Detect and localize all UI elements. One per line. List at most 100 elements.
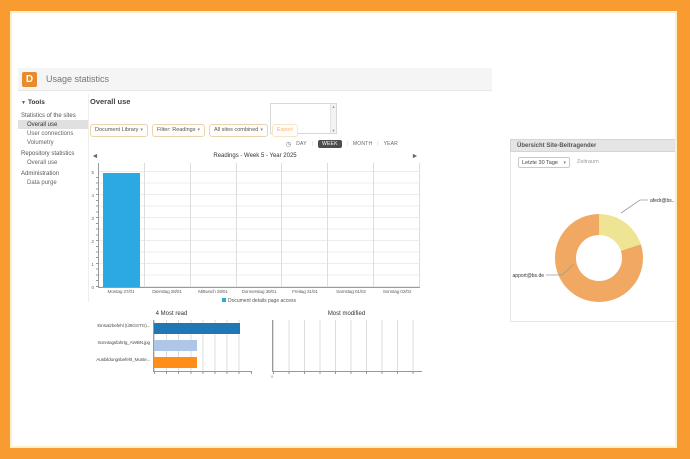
most-modified-chart: Most modified 0 <box>268 311 425 379</box>
x-axis-label: Donnerstag 30/01 <box>241 290 277 295</box>
period-tab-month[interactable]: MONTH <box>352 141 373 147</box>
chart-day-column <box>191 163 237 287</box>
chart-day-column <box>237 163 283 287</box>
y-axis-label: 5 <box>91 170 94 176</box>
y-axis-label: 1 <box>91 261 94 267</box>
legend-swatch <box>221 298 226 302</box>
period-selector: ◷ DAY | WEEK | MONTH | YEAR <box>90 139 398 149</box>
sidebar-item[interactable]: Data purge <box>27 179 57 186</box>
period-tab-day[interactable]: DAY <box>296 141 307 147</box>
sidebar: ▼ Tools Statistics of the sites Overall us… <box>18 94 89 302</box>
y-axis-label: 4 <box>91 193 94 199</box>
chart-day-column <box>328 163 375 287</box>
most-read-item-label: Sonntagsfahrtg_AWBN.jpg <box>97 341 150 346</box>
sidebar-section-label: Repository statistics <box>21 151 75 157</box>
separator: | <box>377 141 379 147</box>
most-read-bar <box>154 323 241 334</box>
scroll-down-icon[interactable]: ▼ <box>331 128 336 133</box>
chart-title: Readings - Week 5 - Year 2025 <box>213 153 297 159</box>
next-week-button[interactable]: ► <box>411 152 419 160</box>
chevron-down-icon: ▾ <box>563 159 566 166</box>
sidebar-item[interactable]: Overall use <box>18 120 88 129</box>
separator: | <box>311 141 314 147</box>
legend-label: Document details page access <box>227 298 297 304</box>
sidebar-tools-label: Tools <box>27 99 45 106</box>
x-axis-label: Montag 27/01 <box>107 290 135 295</box>
x-axis-labels: Montag 27/01 Dienstag 28/01 Mittwoch 29/01… <box>98 290 420 295</box>
export-button[interactable]: Export <box>271 124 298 137</box>
contributors-donut-chart <box>555 214 643 302</box>
sidebar-item[interactable]: User connections <box>27 130 74 137</box>
most-read-plot <box>153 320 252 374</box>
sidebar-item[interactable]: Overall use <box>27 159 58 166</box>
filter-label: Document Library <box>95 127 139 133</box>
most-read-item-label: Einsatzbefehl (ÜBGSTG)... <box>97 324 150 329</box>
scroll-up-icon[interactable]: ▲ <box>331 104 336 109</box>
filter-dropdown[interactable]: Filter: Readings ▾ <box>151 124 205 137</box>
sidebar-section-label: Statistics of the sites <box>21 113 76 119</box>
chevron-down-icon: ▾ <box>260 127 263 133</box>
app-title: Usage statistics <box>46 74 110 84</box>
chevron-down-icon: ▾ <box>140 127 143 133</box>
sidebar-tools-header[interactable]: ▼ Tools <box>18 97 88 109</box>
sidebar-section-label: Administration <box>21 171 60 177</box>
panel-body: Letzte 30 Tage ▾ Zeitraum afedr@bs... ap… <box>510 152 677 322</box>
chart-day-column <box>374 163 421 287</box>
chart-plot-area <box>99 163 421 287</box>
app-header: D Usage statistics <box>18 68 492 91</box>
chart-day-column <box>99 163 145 287</box>
filter-dropdown[interactable]: All sites combined ▾ <box>208 124 268 137</box>
x-axis-label: Samstag 01/02 <box>336 290 366 295</box>
filter-label: All sites combined <box>213 127 259 133</box>
period-tab-week[interactable]: WEEK <box>318 140 342 148</box>
y-axis-label: 2 <box>91 238 94 244</box>
date-range-label: Zeitraum <box>577 159 599 165</box>
date-range-value: Letzte 30 Tage <box>522 159 558 166</box>
donut-label-orange: apport@bs.de <box>513 273 545 279</box>
chart-day-column <box>145 163 191 287</box>
page-title: Overall use <box>90 97 131 106</box>
period-tabs: DAY | WEEK | MONTH | YEAR <box>296 140 398 148</box>
y-axis-labels: 0 1 2 3 4 5 <box>88 163 95 290</box>
donut-label-yellow: afedr@bs... <box>650 198 676 204</box>
chart-legend: Document details page access <box>98 298 420 304</box>
chevron-down-icon: ▼ <box>21 100 26 106</box>
sidebar-item[interactable]: Volumetry <box>27 139 54 146</box>
chart-titlebar: ◄ Readings - Week 5 - Year 2025 ► <box>90 150 420 162</box>
most-read-labels: Einsatzbefehl (ÜBGSTG)... Sonntagsfahrtg_… <box>90 320 153 372</box>
sidebar-sections: Statistics of the sites Overall use User c… <box>18 111 88 187</box>
most-read-bar <box>154 340 198 351</box>
x-axis-ticks <box>273 371 422 374</box>
filter-label: Filter: Readings <box>156 127 196 133</box>
most-modified-title: Most modified <box>327 311 366 317</box>
x-axis-label: Dienstag 28/01 <box>152 290 182 295</box>
y-axis-label: 3 <box>91 216 94 222</box>
app-logo-icon: D <box>22 71 37 87</box>
most-read-item-label: Ausbildungsbefehl_Muste... <box>96 358 150 363</box>
panel-title: Übersicht Site-Beitragender <box>510 139 677 152</box>
period-tab-year[interactable]: YEAR <box>383 141 398 147</box>
x-axis-label: Freitag 31/01 <box>292 290 318 295</box>
readings-week-chart: 0 1 2 3 4 5 <box>91 163 421 290</box>
date-range-select[interactable]: Letzte 30 Tage ▾ <box>518 157 570 168</box>
x-axis-label: Mittwoch 29/01 <box>198 290 228 295</box>
y-axis-label: 0 <box>91 284 94 290</box>
chart-day-column <box>282 163 329 287</box>
y-axis-ticks <box>96 172 99 287</box>
separator: | <box>346 141 348 147</box>
x-axis-label: Sonntag 02/02 <box>382 290 412 295</box>
most-read-title: 4 Most read <box>155 311 188 317</box>
most-read-bar <box>154 357 198 368</box>
filter-toolbar: Document Library ▾ Filter: Readings ▾ All si… <box>90 124 298 137</box>
previous-week-button[interactable]: ◄ <box>91 152 99 160</box>
x-axis-ticks <box>154 371 252 374</box>
x-axis-origin-label: 0 <box>271 374 274 379</box>
chart-bar <box>102 172 141 287</box>
clock-icon: ◷ <box>285 141 292 148</box>
site-contributors-panel: Übersicht Site-Beitragender Letzte 30 Ta… <box>510 139 677 322</box>
most-modified-plot: 0 <box>271 320 422 379</box>
most-read-chart: 4 Most read Einsatzbefehl (ÜBGSTG)... Son… <box>90 311 253 374</box>
scrollbar[interactable]: ▲ ▼ <box>330 104 336 133</box>
filter-dropdown[interactable]: Document Library ▾ <box>90 124 148 137</box>
